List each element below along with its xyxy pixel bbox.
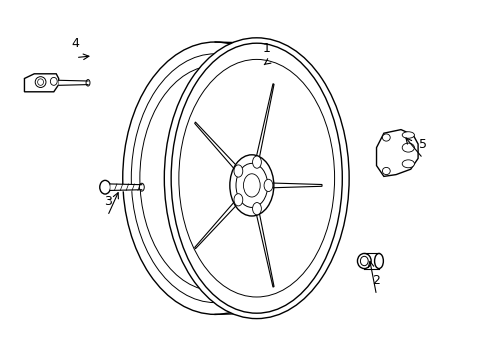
Ellipse shape — [86, 80, 90, 86]
Ellipse shape — [401, 160, 414, 168]
Ellipse shape — [382, 167, 389, 175]
Ellipse shape — [179, 59, 334, 297]
Ellipse shape — [236, 163, 267, 207]
Ellipse shape — [35, 77, 46, 87]
Ellipse shape — [131, 54, 298, 303]
Ellipse shape — [374, 253, 383, 269]
Ellipse shape — [164, 38, 348, 319]
Polygon shape — [24, 74, 59, 92]
Polygon shape — [249, 184, 273, 287]
Text: 3: 3 — [103, 195, 111, 208]
Ellipse shape — [229, 155, 273, 216]
Ellipse shape — [252, 156, 261, 168]
Ellipse shape — [122, 42, 307, 314]
Ellipse shape — [401, 143, 414, 152]
Ellipse shape — [252, 203, 261, 215]
Polygon shape — [376, 130, 417, 176]
Ellipse shape — [360, 256, 367, 266]
Polygon shape — [194, 183, 252, 249]
Ellipse shape — [140, 66, 290, 291]
Ellipse shape — [401, 132, 414, 138]
Text: 4: 4 — [72, 37, 80, 50]
Ellipse shape — [171, 43, 342, 313]
Ellipse shape — [233, 194, 242, 206]
Text: 2: 2 — [372, 274, 380, 287]
Text: 1: 1 — [262, 42, 270, 55]
Ellipse shape — [50, 77, 57, 85]
Ellipse shape — [382, 134, 389, 141]
Ellipse shape — [100, 180, 110, 194]
Polygon shape — [251, 183, 321, 188]
Ellipse shape — [264, 179, 272, 192]
Ellipse shape — [357, 253, 370, 269]
Ellipse shape — [243, 174, 260, 197]
Ellipse shape — [139, 183, 144, 191]
Ellipse shape — [38, 79, 43, 85]
Polygon shape — [194, 122, 252, 188]
Ellipse shape — [233, 165, 242, 177]
Text: 5: 5 — [418, 138, 426, 150]
Polygon shape — [249, 84, 273, 186]
